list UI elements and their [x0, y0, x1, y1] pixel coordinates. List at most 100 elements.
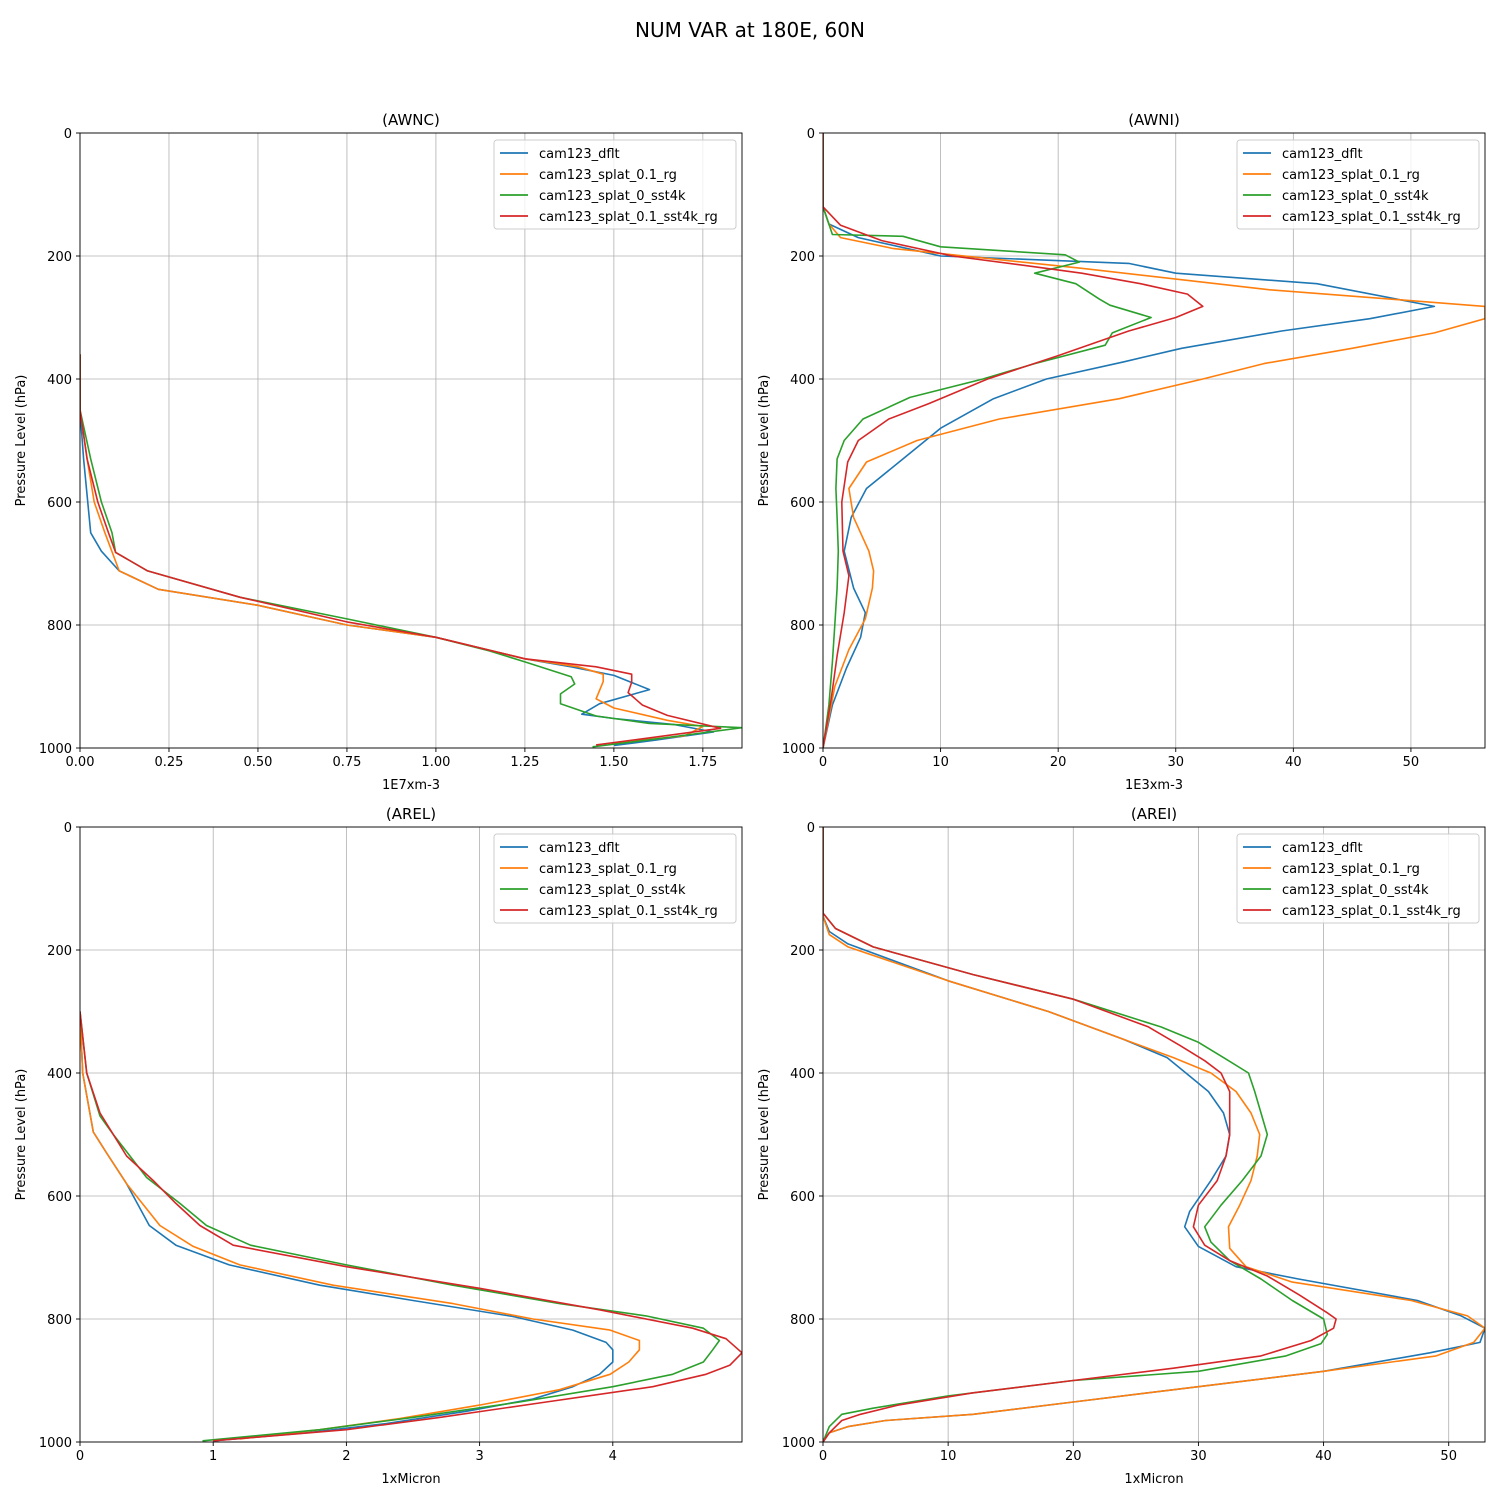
- x-tick-label: 40: [1285, 755, 1302, 770]
- x-tick-label: 10: [932, 755, 949, 770]
- subplot-title: (AREI): [1131, 805, 1177, 823]
- y-tick-label: 0: [807, 821, 815, 836]
- y-tick-label: 200: [47, 250, 72, 265]
- y-axis-label: Pressure Level (hPa): [14, 1069, 29, 1201]
- x-tick-label: 0: [819, 1449, 827, 1464]
- y-tick-label: 800: [47, 1313, 72, 1328]
- x-tick-label: 20: [1050, 755, 1067, 770]
- legend-entry-cam123_splat_0.1_sst4k_rg: cam123_splat_0.1_sst4k_rg: [539, 210, 718, 225]
- series-line-cam123_splat_0.1_sst4k_rg: [80, 354, 722, 746]
- x-tick-label: 0: [819, 755, 827, 770]
- series-group: [80, 354, 742, 748]
- legend: cam123_dflt cam123_splat_0.1_rg cam123_spl…: [1236, 833, 1480, 924]
- y-tick-label: 800: [790, 619, 815, 634]
- x-tick-label: 40: [1315, 1449, 1332, 1464]
- subplot-2: 0 10 20 30 40 50 0 200 400 600 800 1000 (AWNI) 1E3xm-…: [757, 111, 1486, 793]
- y-tick-label: 400: [790, 1067, 815, 1082]
- x-tick-label: 0: [76, 1449, 84, 1464]
- x-axis-label: 1E3xm-3: [1125, 778, 1183, 793]
- x-tick-label: 4: [609, 1449, 617, 1464]
- legend-entry-cam123_splat_0_sst4k: cam123_splat_0_sst4k: [1282, 883, 1429, 898]
- x-axis-label: 1xMicron: [381, 1472, 440, 1487]
- legend: cam123_dflt cam123_splat_0.1_rg cam123_spl…: [493, 833, 737, 924]
- legend-entry-cam123_splat_0_sst4k: cam123_splat_0_sst4k: [539, 189, 686, 204]
- legend-entry-cam123_splat_0_sst4k: cam123_splat_0_sst4k: [539, 883, 686, 898]
- y-tick-label: 0: [64, 127, 72, 142]
- y-tick-label: 200: [47, 944, 72, 959]
- legend-entry-cam123_splat_0.1_rg: cam123_splat_0.1_rg: [539, 168, 677, 183]
- y-tick-label: 600: [790, 496, 815, 511]
- x-axis-label: 1E7xm-3: [382, 778, 440, 793]
- y-tick-label: 600: [790, 1190, 815, 1205]
- series-line-cam123_splat_0.1_rg: [823, 827, 1485, 1442]
- y-axis-label: Pressure Level (hPa): [757, 1069, 772, 1201]
- y-axis-label: Pressure Level (hPa): [14, 375, 29, 507]
- axes-frame: [79, 826, 743, 1443]
- legend: cam123_dflt cam123_splat_0.1_rg cam123_spl…: [493, 139, 737, 230]
- axes-frame: [79, 132, 743, 749]
- subplot-1: 0.00 0.25 0.50 0.75 1.00 1.25 1.50 1.75 0 200 400 6…: [14, 111, 743, 793]
- subplot-4: 0 10 20 30 40 50 0 200 400 600 800 1000 (AREI) 1xMicr…: [757, 805, 1486, 1487]
- x-tick-label: 2: [342, 1449, 350, 1464]
- y-tick-label: 1000: [39, 1436, 72, 1451]
- series-line-cam123_splat_0.1_sst4k_rg: [823, 827, 1337, 1442]
- legend-box: [493, 833, 737, 924]
- x-tick-label: 1.00: [421, 755, 450, 770]
- subplot-title: (AREL): [386, 805, 436, 823]
- y-tick-label: 400: [790, 373, 815, 388]
- legend-box: [1236, 139, 1480, 230]
- legend-entry-cam123_splat_0.1_rg: cam123_splat_0.1_rg: [539, 862, 677, 877]
- legend-box: [493, 139, 737, 230]
- x-tick-label: 0.25: [155, 755, 184, 770]
- subplot-title: (AWNC): [382, 111, 440, 129]
- legend-entry-cam123_splat_0.1_rg: cam123_splat_0.1_rg: [1282, 168, 1420, 183]
- legend-box: [1236, 833, 1480, 924]
- x-tick-label: 1: [209, 1449, 217, 1464]
- y-tick-label: 1000: [782, 742, 815, 757]
- y-tick-label: 1000: [782, 1436, 815, 1451]
- legend: cam123_dflt cam123_splat_0.1_rg cam123_spl…: [1236, 139, 1480, 230]
- legend-entry-cam123_dflt: cam123_dflt: [539, 147, 620, 162]
- x-tick-label: 50: [1440, 1449, 1457, 1464]
- x-tick-label: 50: [1403, 755, 1420, 770]
- y-tick-label: 400: [47, 373, 72, 388]
- legend-entry-cam123_dflt: cam123_dflt: [1282, 147, 1363, 162]
- y-tick-label: 0: [807, 127, 815, 142]
- legend-entry-cam123_splat_0.1_rg: cam123_splat_0.1_rg: [1282, 862, 1420, 877]
- y-axis-label: Pressure Level (hPa): [757, 375, 772, 507]
- axes-frame: [822, 132, 1486, 749]
- y-tick-label: 800: [790, 1313, 815, 1328]
- legend-entry-cam123_splat_0.1_sst4k_rg: cam123_splat_0.1_sst4k_rg: [1282, 904, 1461, 919]
- x-tick-label: 0.00: [66, 755, 95, 770]
- y-tick-label: 200: [790, 944, 815, 959]
- legend-entry-cam123_splat_0_sst4k: cam123_splat_0_sst4k: [1282, 189, 1429, 204]
- x-tick-label: 10: [940, 1449, 957, 1464]
- x-tick-label: 3: [475, 1449, 483, 1464]
- subplot-grid: 0.00 0.25 0.50 0.75 1.00 1.25 1.50 1.7502004006…: [14, 111, 1486, 1487]
- series-line-cam123_splat_0.1_rg: [823, 133, 1485, 748]
- series-line-cam123_splat_0.1_rg: [80, 1011, 641, 1440]
- legend-entry-cam123_dflt: cam123_dflt: [539, 841, 620, 856]
- y-tick-label: 800: [47, 619, 72, 634]
- y-tick-label: 0: [64, 821, 72, 836]
- subplot-3: 0 1 2 3 4 0 200 400 600 800 1000 (AREL) 1xMicron Pres…: [14, 805, 743, 1487]
- x-tick-label: 20: [1065, 1449, 1082, 1464]
- y-tick-label: 600: [47, 1190, 72, 1205]
- legend-entry-cam123_splat_0.1_sst4k_rg: cam123_splat_0.1_sst4k_rg: [1282, 210, 1461, 225]
- legend-entry-cam123_dflt: cam123_dflt: [1282, 841, 1363, 856]
- legend-entry-cam123_splat_0.1_sst4k_rg: cam123_splat_0.1_sst4k_rg: [539, 904, 718, 919]
- y-tick-label: 1000: [39, 742, 72, 757]
- series-group: [823, 133, 1485, 748]
- x-tick-label: 0.75: [332, 755, 361, 770]
- x-tick-label: 1.75: [688, 755, 717, 770]
- x-tick-label: 30: [1190, 1449, 1207, 1464]
- x-axis-label: 1xMicron: [1124, 1472, 1183, 1487]
- series-line-cam123_splat_0.1_sst4k_rg: [80, 1011, 742, 1442]
- x-tick-label: 1.50: [599, 755, 628, 770]
- subplot-title: (AWNI): [1128, 111, 1180, 129]
- y-tick-label: 400: [47, 1067, 72, 1082]
- y-tick-label: 200: [790, 250, 815, 265]
- x-tick-label: 0.50: [243, 755, 272, 770]
